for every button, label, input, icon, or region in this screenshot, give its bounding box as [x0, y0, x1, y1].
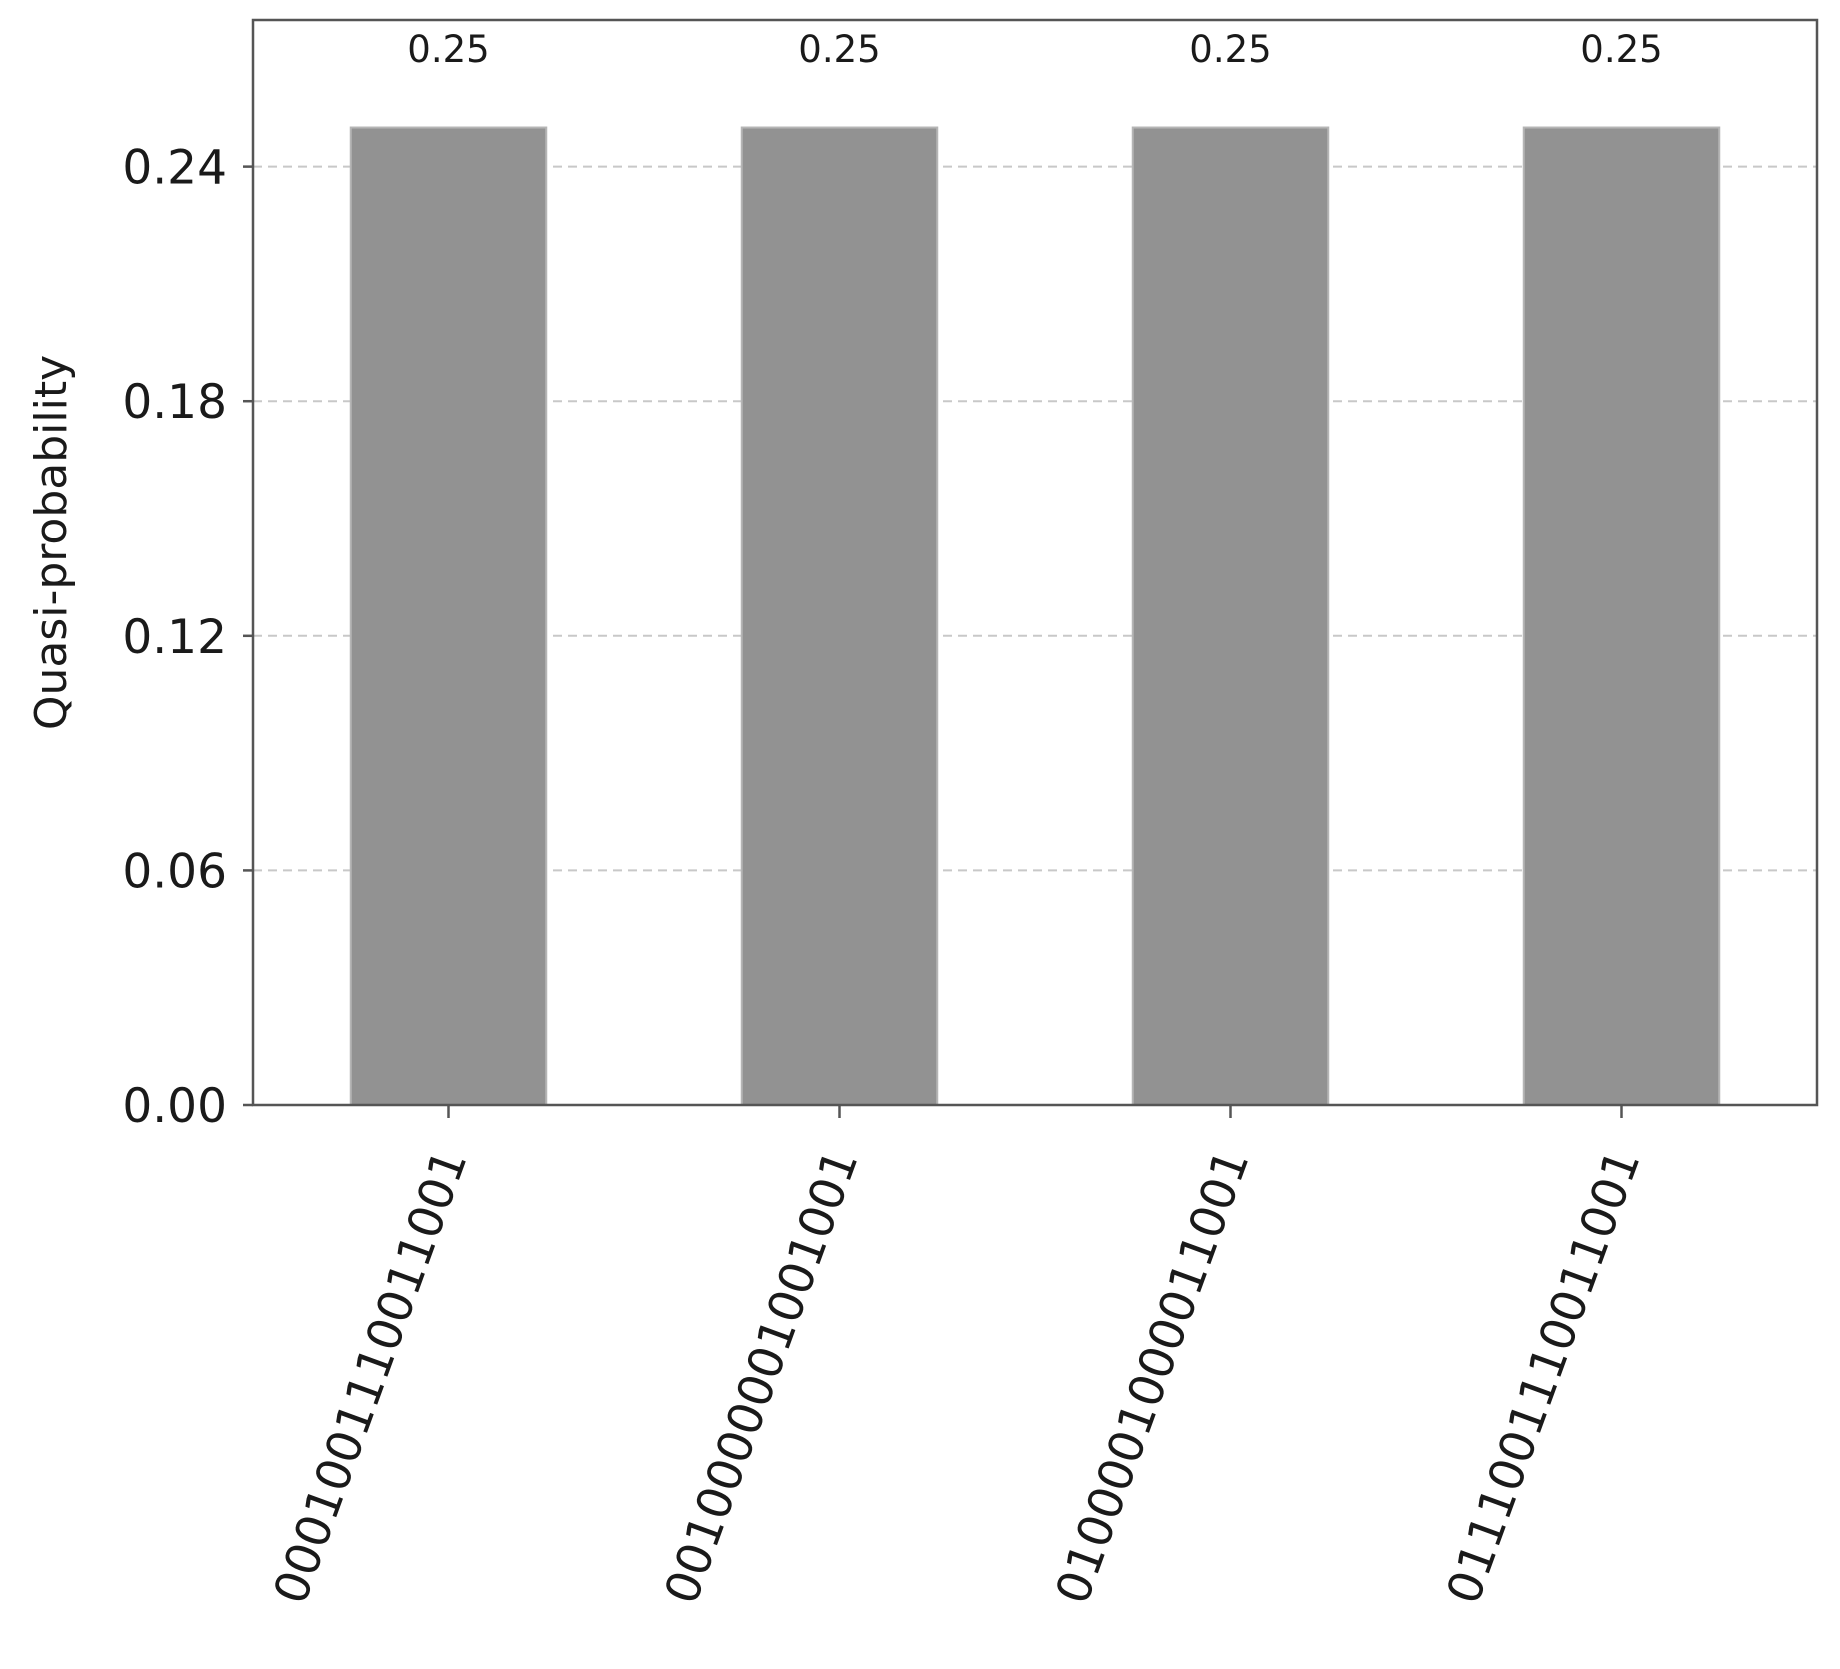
bar — [740, 126, 939, 1106]
data-labels: 0.25 0.25 0.25 0.25 — [407, 28, 1662, 71]
y-axis-label: Quasi-probability — [26, 355, 77, 730]
y-tick-label: 0.00 — [122, 1079, 227, 1134]
data-label: 0.25 — [1189, 28, 1271, 71]
y-tick-label: 0.24 — [122, 141, 227, 196]
y-axis-ticks: 0.00 0.06 0.12 0.18 0.24 — [122, 141, 253, 1134]
y-tick-label: 0.12 — [122, 610, 227, 665]
x-tick-label: 0111001110011001 — [1436, 1143, 1651, 1611]
x-tick-label: 0100001000011001 — [1045, 1143, 1260, 1611]
bars — [349, 126, 1721, 1106]
y-tick-label: 0.06 — [122, 844, 227, 899]
bar — [349, 126, 548, 1106]
x-axis-ticks: 0001001110011001 0010000001001001 01000010… — [263, 1105, 1652, 1611]
plot-frame — [251, 18, 1819, 1107]
bar — [1131, 126, 1330, 1106]
y-tick-label: 0.18 — [122, 375, 227, 430]
bar — [1522, 126, 1721, 1106]
data-label: 0.25 — [798, 28, 880, 71]
x-tick-label: 0010000001001001 — [654, 1143, 869, 1611]
x-tick-label: 0001001110011001 — [263, 1143, 478, 1611]
data-label: 0.25 — [1580, 28, 1662, 71]
data-label: 0.25 — [407, 28, 489, 71]
